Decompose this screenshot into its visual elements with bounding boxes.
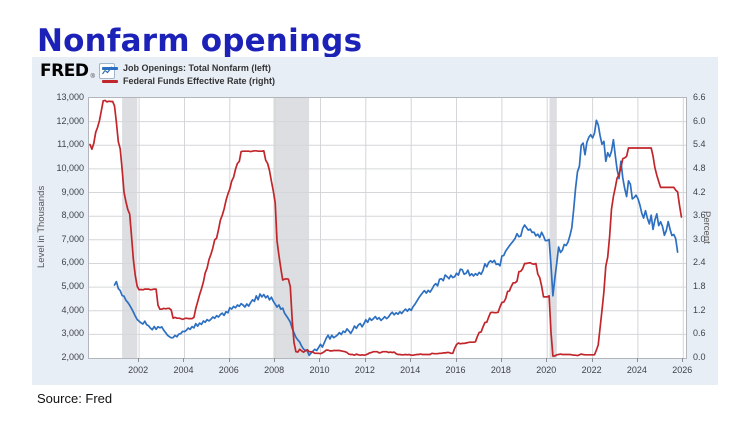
- y-axis-tick-right: 1.8: [693, 281, 706, 292]
- x-axis-tick-label: 2006: [218, 365, 239, 375]
- source-note: Source: Fred: [37, 391, 113, 406]
- recession-band: [549, 98, 557, 358]
- y-axis-tick-left: 5,000: [61, 281, 84, 292]
- x-axis-tick-label: 2004: [173, 365, 194, 375]
- y-axis-tick-right: 4.2: [693, 186, 706, 197]
- x-axis-tick-mark: [591, 358, 593, 362]
- x-axis-tick-label: 2022: [581, 365, 602, 375]
- recession-band: [273, 98, 310, 358]
- y-axis-tick-left: 9,000: [61, 186, 84, 197]
- legend-swatch-red: [102, 79, 118, 83]
- y-axis-tick-left: 13,000: [56, 92, 84, 102]
- recession-band: [122, 98, 138, 358]
- x-axis-tick-mark: [410, 358, 412, 362]
- plot-area[interactable]: [88, 97, 687, 359]
- x-axis-tick-label: 2010: [309, 365, 330, 375]
- y-axis-tick-right: 4.8: [693, 162, 706, 173]
- y-axis-tick-left: 11,000: [57, 139, 84, 150]
- x-axis-tick-mark: [546, 358, 548, 362]
- fred-logo-text: FRED: [40, 61, 89, 81]
- legend-item-job-openings[interactable]: Job Openings: Total Nonfarm (left): [102, 62, 275, 74]
- y-axis-tick-left: 2,000: [61, 352, 84, 362]
- x-axis-tick-label: 2018: [490, 365, 511, 375]
- x-axis-tick-label: 2008: [264, 365, 285, 375]
- left-axis-title: Level in Thousands: [36, 185, 47, 269]
- x-axis-tick-mark: [274, 358, 276, 362]
- chart-legend: Job Openings: Total Nonfarm (left) Feder…: [102, 62, 275, 88]
- fred-registered-mark: ®: [90, 74, 95, 80]
- y-axis-tick-left: 4,000: [61, 304, 84, 315]
- y-axis-tick-right: 2.4: [693, 257, 706, 268]
- x-axis-tick-label: 2012: [354, 365, 375, 375]
- series-line-fed-funds: [89, 99, 683, 357]
- y-axis-tick-left: 7,000: [61, 233, 84, 244]
- y-axis-tick-left: 10,000: [56, 162, 84, 173]
- y-axis-tick-left: 8,000: [61, 210, 84, 221]
- y-axis-tick-right: 0.0: [693, 352, 706, 362]
- y-axis-tick-right: 1.2: [693, 304, 706, 315]
- x-axis-tick-mark: [636, 358, 638, 362]
- x-axis-tick-mark: [682, 358, 684, 362]
- legend-item-fed-funds[interactable]: Federal Funds Effective Rate (right): [102, 75, 275, 87]
- right-axis-title: Percent: [701, 210, 712, 244]
- x-axis-tick-label: 2020: [536, 365, 557, 375]
- x-axis-tick-mark: [500, 358, 502, 362]
- y-axis-tick-left: 12,000: [56, 115, 84, 126]
- y-axis-tick-left: 3,000: [61, 328, 84, 339]
- y-axis-tick-right: 3.6: [693, 210, 706, 221]
- x-axis-tick-label: 2024: [626, 365, 647, 375]
- y-axis-tick-right: 0.6: [693, 328, 706, 339]
- x-axis-tick-label: 2014: [400, 365, 421, 375]
- x-axis-tick-mark: [138, 358, 140, 362]
- x-axis-tick-mark: [455, 358, 457, 362]
- x-axis-tick-mark: [364, 358, 366, 362]
- series-line-job-openings: [113, 119, 679, 357]
- legend-label: Job Openings: Total Nonfarm (left): [123, 63, 271, 73]
- x-axis-tick-mark: [183, 358, 185, 362]
- x-axis-tick-mark: [319, 358, 321, 362]
- legend-label: Federal Funds Effective Rate (right): [123, 76, 276, 86]
- y-axis-tick-right: 6.0: [693, 115, 706, 126]
- x-axis-tick-mark: [228, 358, 230, 362]
- page-title: Nonfarm openings: [37, 22, 363, 59]
- y-axis-tick-right: 5.4: [693, 139, 706, 150]
- chart-canvas: [89, 98, 686, 358]
- y-axis-tick-left: 6,000: [61, 257, 84, 268]
- x-axis-tick-label: 2002: [128, 365, 149, 375]
- x-axis-tick-label: 2026: [672, 365, 693, 375]
- legend-swatch-blue: [102, 66, 118, 70]
- y-axis-tick-right: 3.0: [693, 233, 706, 244]
- y-axis-tick-right: 6.6: [693, 92, 706, 102]
- x-axis-tick-label: 2016: [445, 365, 466, 375]
- fred-chart-card: FRED ® Job Openings: Total Nonfarm (left…: [32, 57, 718, 385]
